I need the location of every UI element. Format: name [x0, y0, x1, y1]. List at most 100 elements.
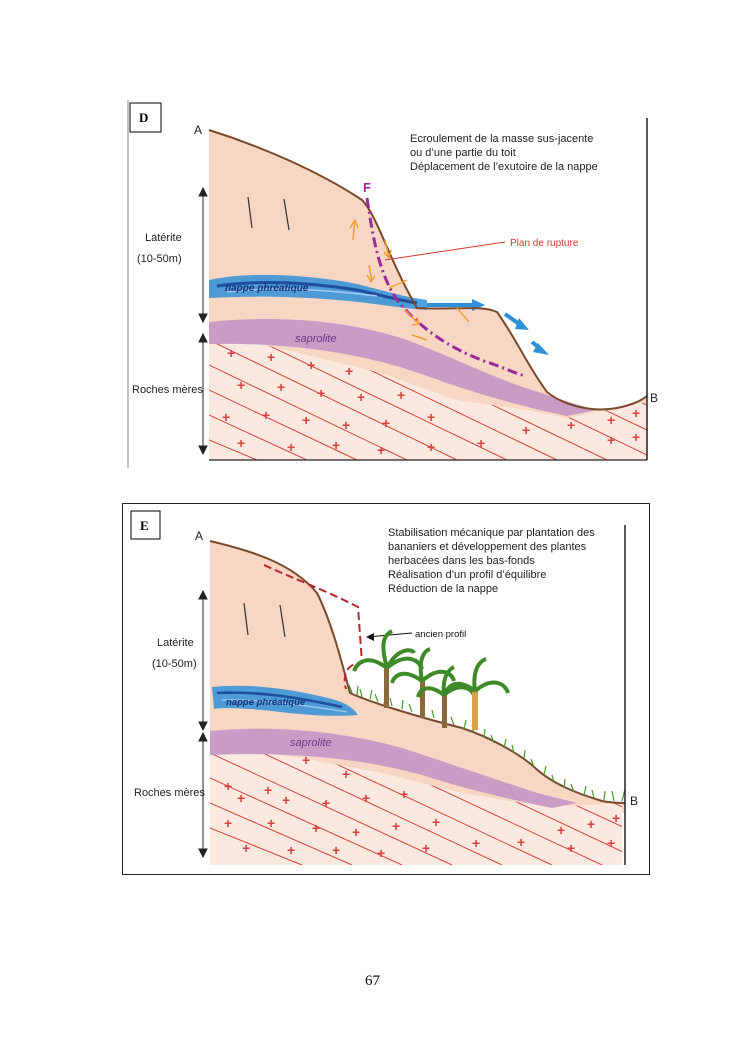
panel-e-caption: Stabilisation mécanique par plantation d…: [388, 527, 595, 595]
svg-text:+: +: [612, 810, 620, 826]
caption-line: Stabilisation mécanique par plantation d…: [388, 527, 595, 539]
saprolite-layer: [210, 728, 577, 808]
svg-text:+: +: [632, 429, 640, 445]
svg-text:+: +: [607, 835, 615, 851]
laterite-marker-1: [247, 196, 253, 229]
caption-line: Réalisation d’un profil d’équilibre: [388, 569, 546, 581]
laterite-marker-2: [279, 604, 286, 638]
svg-text:+: +: [382, 415, 390, 431]
svg-text:+: +: [267, 349, 275, 365]
laterite-marker-2: [283, 198, 290, 231]
svg-text:+: +: [432, 814, 440, 830]
water-table-label: nappe phréatique: [225, 283, 309, 294]
svg-text:+: +: [287, 842, 295, 858]
svg-text:+: +: [427, 439, 435, 455]
old-profile-label: ancien profil: [415, 629, 466, 640]
svg-text:+: +: [362, 790, 370, 806]
svg-text:+: +: [224, 778, 232, 794]
thickness-axis: [198, 589, 208, 859]
caption-line: Ecroulement de la masse sus-jacente: [410, 133, 593, 145]
caption-line: Réduction de la nappe: [388, 583, 498, 595]
laterite-thickness-label: (10-50m): [152, 658, 197, 670]
laterite-thickness-label: (10-50m): [137, 253, 182, 265]
panel-e-frame: [122, 503, 650, 875]
svg-text:+: +: [317, 385, 325, 401]
svg-text:+: +: [397, 387, 405, 403]
laterite-label: Latérite: [145, 232, 182, 244]
svg-text:+: +: [242, 840, 250, 856]
page-number: 67: [365, 973, 380, 989]
svg-text:+: +: [332, 437, 340, 453]
svg-text:+: +: [377, 442, 385, 458]
svg-text:+: +: [302, 412, 310, 428]
svg-text:+: +: [422, 840, 430, 856]
old-profile-arrowhead: [366, 633, 374, 641]
svg-text:+: +: [287, 439, 295, 455]
svg-text:+: +: [557, 822, 565, 838]
svg-text:+: +: [567, 417, 575, 433]
svg-text:+: +: [237, 790, 245, 806]
point-a-label: A: [195, 529, 203, 543]
rupture-label: Plan de rupture: [510, 238, 579, 249]
laterite-marker-1: [243, 602, 249, 636]
bedrock-label: Roches mères: [132, 384, 203, 396]
point-b-label: B: [630, 794, 638, 808]
panel-e-illustration: + +++ + + + + + + + + + + + + + + + + + ++ + + + + ancien p…: [122, 503, 650, 875]
svg-text:+: +: [267, 815, 275, 831]
old-profile-line: [263, 564, 364, 690]
grass-vegetation: [348, 684, 626, 802]
svg-text:+: +: [342, 417, 350, 433]
panel-d-caption: Ecroulement de la masse sus-jacente ou d…: [410, 133, 598, 173]
ground-surface: [208, 129, 648, 411]
water-table-label: nappe phréatique: [226, 697, 306, 708]
svg-text:+: +: [222, 409, 230, 425]
svg-text:+: +: [352, 824, 360, 840]
svg-text:+: +: [307, 357, 315, 373]
svg-text:+: +: [312, 820, 320, 836]
water-table: [212, 685, 358, 716]
banana-plant: [390, 647, 456, 718]
saprolite-layer: [209, 319, 597, 416]
svg-text:+: +: [224, 815, 232, 831]
svg-text:+: +: [277, 379, 285, 395]
panel-d-illustration: + + + + + + + + + + + + + + + + + + + + ++ + + + + + Plan d: [127, 100, 658, 468]
saprolite-label: saprolite: [295, 333, 337, 345]
banana-plants: [352, 629, 510, 730]
svg-text:+: +: [262, 407, 270, 423]
svg-text:+: +: [264, 782, 272, 798]
panel-d-label-box: [129, 102, 162, 133]
svg-text:+: +: [400, 786, 408, 802]
svg-text:+: +: [237, 435, 245, 451]
svg-text:+: +: [227, 345, 235, 361]
point-b-label: B: [650, 391, 658, 405]
svg-text:+: +: [322, 795, 330, 811]
svg-text:+: +: [472, 835, 480, 851]
svg-text:+: +: [377, 845, 385, 861]
svg-text:+: +: [282, 792, 290, 808]
svg-text:+: +: [567, 840, 575, 856]
fault-label: F: [363, 180, 371, 195]
rupture-label-leader: [384, 241, 506, 261]
svg-text:+: +: [607, 432, 615, 448]
diagram-panel-d: + + + + + + + + + + + + + + + + + + + + + + + + + + + Plan d: [127, 100, 662, 468]
thickness-axis: [198, 186, 208, 456]
caption-line: Déplacement de l’exutoire de la nappe: [410, 161, 598, 173]
svg-text:+: +: [632, 405, 640, 421]
diagram-panel-e: + + + + + + + + + + + + + + + + + + + + + + + + + + + ancien p…: [122, 503, 650, 875]
panel-e-label: E: [140, 518, 149, 533]
caption-line: herbacées dans les bas-fonds: [388, 555, 535, 567]
panel-d-label: D: [139, 110, 148, 125]
svg-text:+: +: [345, 363, 353, 379]
svg-text:+: +: [237, 377, 245, 393]
banana-plant: [352, 629, 424, 708]
caption-line: ou d’une partie du toit: [410, 147, 516, 159]
svg-text:+: +: [587, 816, 595, 832]
svg-text:+: +: [517, 834, 525, 850]
bedrock-layer: ++++ +++++ ++++++ ++++++++++ ++: [210, 745, 622, 865]
svg-text:+: +: [427, 409, 435, 425]
svg-text:+: +: [522, 422, 530, 438]
bedrock-label: Roches mères: [134, 787, 205, 799]
caption-line: bananiers et développement des plantes: [388, 541, 587, 553]
svg-text:+: +: [477, 435, 485, 451]
banana-plant: [444, 657, 510, 730]
